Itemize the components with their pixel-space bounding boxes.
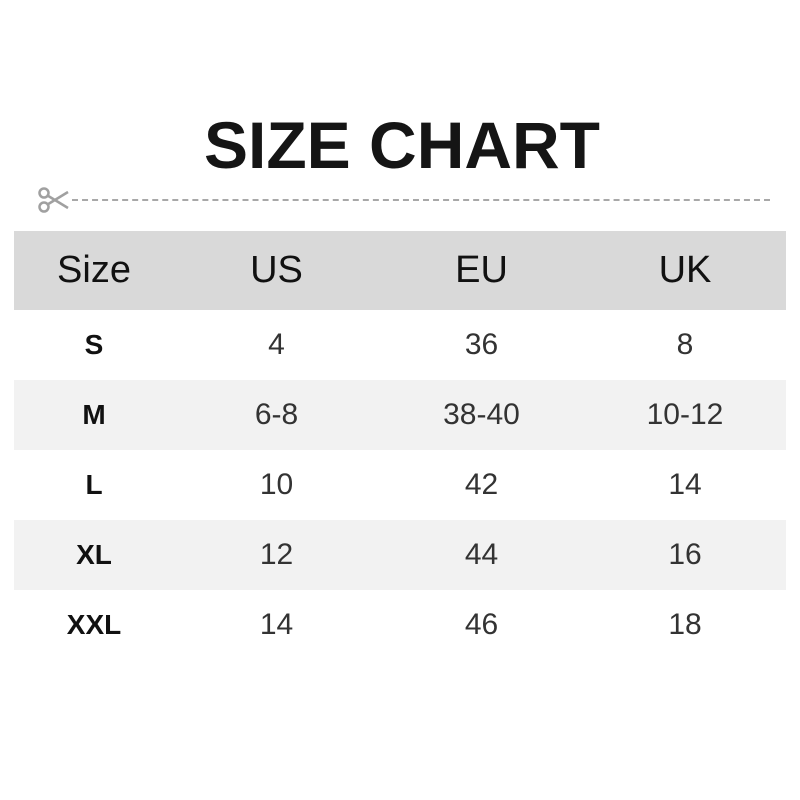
us-cell: 10 <box>259 468 294 501</box>
page-title: SIZE CHART <box>204 108 600 182</box>
eu-cell: 44 <box>379 520 584 590</box>
uk-cell: 16 <box>584 520 786 590</box>
uk-cell: 8 <box>676 328 694 361</box>
table-row: XXL 14 46 18 <box>14 590 786 660</box>
table-row: M 6-8 38-40 10-12 <box>14 380 786 450</box>
uk-cell: 18 <box>668 608 702 641</box>
us-cell: 12 <box>174 520 379 590</box>
table-row: XL 12 44 16 <box>14 520 786 590</box>
eu-cell: 46 <box>464 608 499 641</box>
header-size: Size <box>14 231 174 310</box>
table-row: L 10 42 14 <box>14 450 786 520</box>
size-cell: M <box>14 380 174 450</box>
eu-cell: 42 <box>464 468 499 501</box>
us-cell: 4 <box>268 328 285 361</box>
uk-cell: 10-12 <box>584 380 786 450</box>
size-cell: L <box>85 469 103 500</box>
scissors-icon <box>38 187 69 213</box>
us-cell: 14 <box>259 608 294 641</box>
header-us: US <box>174 231 379 310</box>
size-table: Size US EU UK S 4 36 8 M 6-8 38-40 10-12… <box>14 231 786 660</box>
header-eu: EU <box>379 231 584 310</box>
table-header-row: Size US EU UK <box>14 231 786 310</box>
table-row: S 4 36 8 <box>14 310 786 380</box>
size-cell: S <box>84 329 104 360</box>
us-cell: 6-8 <box>174 380 379 450</box>
size-cell: XL <box>14 520 174 590</box>
uk-cell: 14 <box>668 468 702 501</box>
eu-cell: 36 <box>464 328 499 361</box>
header-uk: UK <box>584 231 786 310</box>
size-cell: XXL <box>66 609 122 640</box>
eu-cell: 38-40 <box>379 380 584 450</box>
dashed-cut-line <box>72 199 770 201</box>
cut-line <box>36 186 776 214</box>
